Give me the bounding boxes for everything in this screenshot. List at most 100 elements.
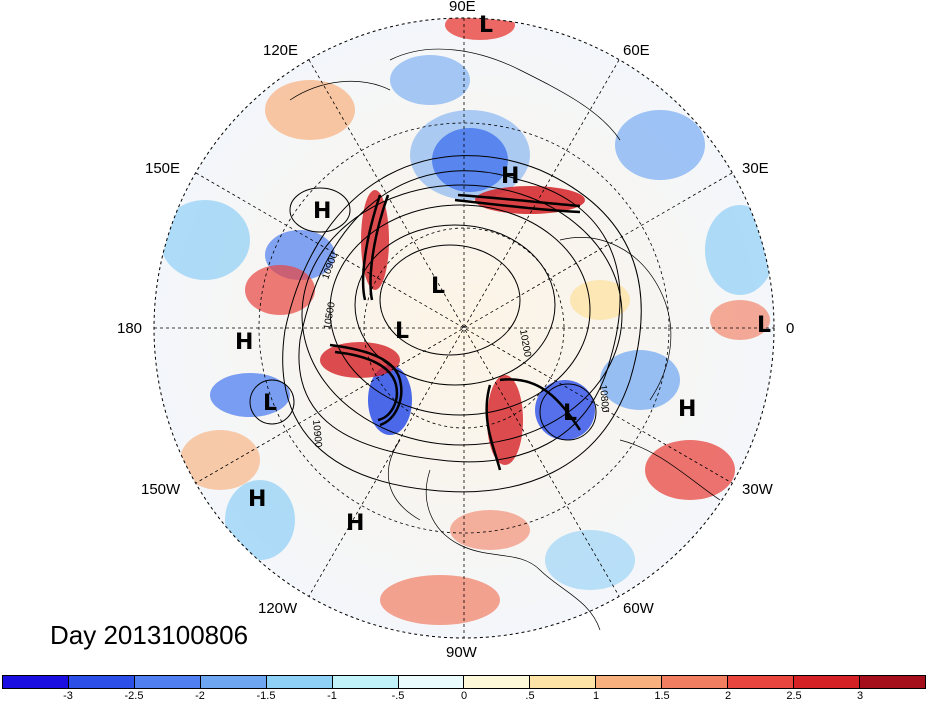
positive-anomaly-blob [710, 300, 770, 340]
colorbar-tick-label: 1.5 [654, 690, 670, 702]
low-center: L [263, 391, 277, 416]
coastline [559, 237, 672, 401]
negative-anomaly-blob [545, 530, 635, 590]
colorbar-tick-label: -1 [327, 690, 337, 702]
jet-streak-line [485, 384, 502, 471]
longitude-label-60e: 60E [623, 42, 650, 59]
colorbar-tick-label: .5 [525, 690, 535, 702]
meridian-line [195, 172, 733, 484]
longitude-label-180: 180 [117, 320, 143, 337]
contour-label: 10800 [597, 384, 610, 413]
positive-anomaly-blob [450, 510, 530, 550]
colorbar-tick-label: -2 [195, 690, 205, 702]
day-timestamp-label: Day 2013100806 [50, 620, 249, 650]
colorbar-tick-label: -.5 [391, 690, 405, 702]
longitude-label-30e: 30E [742, 160, 769, 177]
low-center: L [757, 313, 771, 338]
negative-anomaly-blob [600, 350, 680, 410]
jet-streak-line [334, 350, 399, 422]
low-center: L [395, 319, 409, 344]
longitude-label-120w: 120W [258, 600, 298, 617]
colorbar-ticks: -3 -2.5 -2 -1.5 -1 -.5 0 .5 1 1.5 2 2.5 3 [2, 690, 926, 702]
colorbar-swatch [794, 676, 860, 688]
map-boundary [153, 17, 775, 639]
colorbar-swatch [68, 676, 135, 688]
positive-anomaly-blob [645, 440, 735, 500]
height-contours [249, 155, 642, 493]
jet-streak-line [454, 198, 581, 214]
low-center: L [479, 13, 493, 38]
coastline [426, 469, 601, 631]
contour-line [329, 204, 591, 416]
high-center: H [313, 199, 331, 224]
high-center: H [678, 397, 696, 422]
colorbar-swatch [134, 676, 201, 688]
contour-line [282, 155, 642, 493]
colorbar-swatch [530, 676, 597, 688]
high-center: H [235, 330, 253, 355]
colorbar-swatch [464, 676, 531, 688]
high-center: H [346, 511, 364, 536]
colorbar-tick-label: 0 [460, 690, 468, 702]
contour-label: 10500 [322, 301, 338, 331]
jet-streak-line [457, 193, 581, 208]
positive-anomaly-blob [570, 280, 630, 320]
longitude-label-30w: 30W [742, 481, 773, 498]
colorbar-tick-label: -3 [63, 690, 73, 702]
longitude-label-90w: 90W [446, 644, 477, 661]
jet-streak-line [369, 194, 390, 301]
meridian-line [308, 59, 620, 597]
longitude-label-150w: 150W [141, 481, 181, 498]
colorbar-tick-label: 2 [724, 690, 732, 702]
longitude-label-0: 0 [786, 320, 795, 337]
positive-anomaly-blob [475, 186, 585, 214]
contour-line [298, 170, 621, 463]
coastline [389, 48, 621, 141]
colorbar-swatch [266, 676, 333, 688]
jet-streak-line [361, 194, 382, 301]
positive-anomaly-blob [380, 575, 500, 625]
colorbar-swatch [200, 676, 267, 688]
contour-label: 10900 [310, 419, 323, 448]
coastline [619, 439, 721, 501]
longitude-label-150e: 150E [145, 160, 181, 177]
negative-anomaly-blob [210, 373, 290, 417]
contour-line [249, 379, 295, 425]
positive-anomaly-blob [245, 265, 315, 315]
contour-line [379, 244, 521, 356]
longitude-label-90e: 90E [449, 0, 476, 15]
colorbar-tick-label: -1.5 [256, 690, 276, 702]
high-center: H [248, 487, 266, 512]
colorbar-tick-label: 2.5 [786, 690, 802, 702]
positive-anomaly-blob [180, 430, 260, 490]
graticule [154, 18, 774, 638]
polar-stereographic-plot: 10900 10500 10200 10800 10900 L H H L L … [153, 13, 775, 639]
contour-line [301, 184, 623, 446]
coastlines [289, 48, 721, 631]
jet-streak-line [499, 378, 582, 431]
coastline [289, 80, 391, 101]
positive-anomaly-blob [445, 18, 515, 40]
contour-line [539, 383, 597, 441]
colorbar-swatch [662, 676, 729, 688]
meridian-line [308, 59, 620, 597]
jet-streak-line [329, 343, 403, 427]
negative-anomaly-blob [410, 110, 530, 200]
positive-anomaly-blob [265, 80, 355, 140]
jet-streaks [329, 193, 582, 471]
negative-anomaly-blob [615, 110, 705, 180]
colorbar [2, 675, 926, 689]
contour-line [289, 187, 351, 233]
colorbar-swatch [596, 676, 663, 688]
coastline [387, 439, 421, 521]
low-center: L [563, 401, 577, 426]
colorbar-swatch [728, 676, 795, 688]
low-center: L [431, 274, 445, 299]
polar-map: 10900 10500 10200 10800 10900 L H H L L … [117, 0, 795, 661]
colorbar-tick-label: -2.5 [124, 690, 144, 702]
longitude-label-60w: 60W [623, 600, 654, 617]
negative-anomaly-blob [160, 200, 250, 280]
colorbar-swatch [398, 676, 465, 688]
contour-label: 10200 [517, 329, 533, 359]
colorbar-swatch [859, 676, 925, 688]
